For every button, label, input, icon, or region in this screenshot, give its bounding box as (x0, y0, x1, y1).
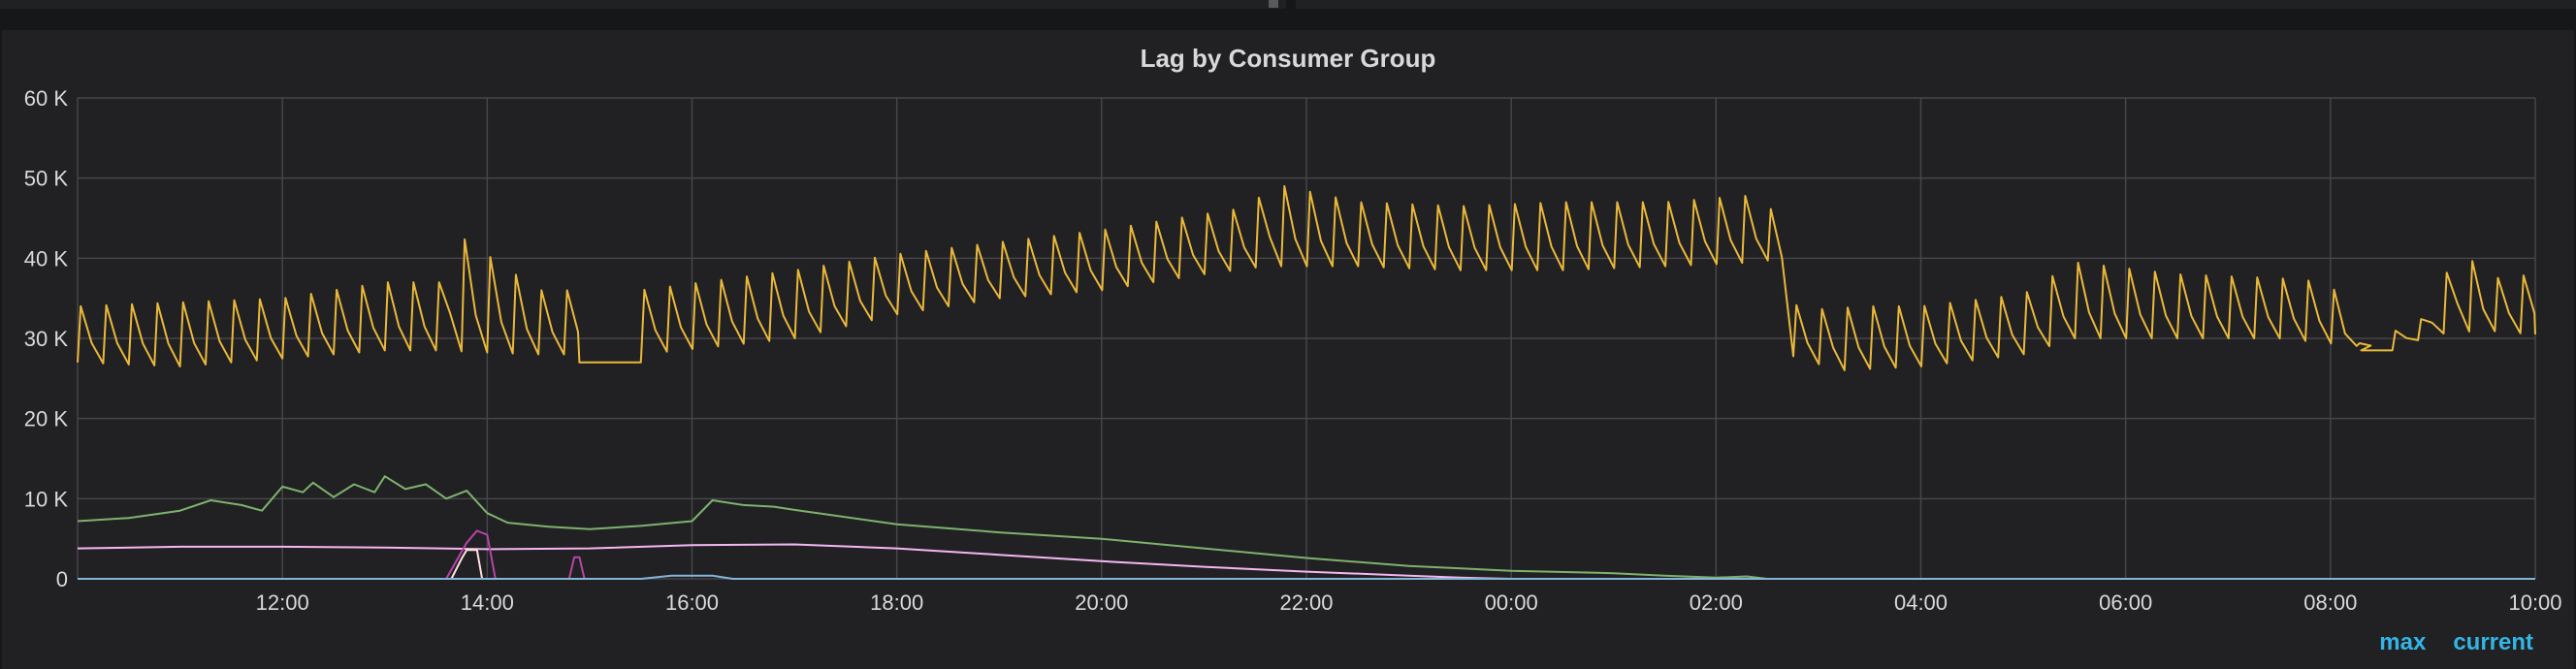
x-tick-label: 12:00 (256, 590, 309, 615)
resize-handle[interactable] (1269, 0, 1278, 8)
chart-grid (77, 97, 2536, 580)
x-tick-label: 20:00 (1075, 590, 1128, 615)
y-tick-label: 60 K (24, 86, 69, 111)
series-line-1[interactable] (77, 475, 2535, 580)
legend-header: max current (2379, 629, 2533, 656)
x-tick-label: 14:00 (461, 590, 514, 615)
x-tick-label: 06:00 (2099, 590, 2152, 615)
series-line-2[interactable] (77, 543, 2535, 580)
x-tick-label: 18:00 (870, 590, 923, 615)
x-tick-label: 22:00 (1279, 590, 1333, 615)
x-axis: 12:00 14:00 16:00 18:00 20:00 22:00 00:00 02:00… (256, 590, 2562, 615)
legend-column-current[interactable]: current (2453, 629, 2533, 655)
y-tick-label: 20 K (24, 407, 69, 431)
x-tick-label: 02:00 (1690, 590, 1743, 615)
series-line-3[interactable] (445, 529, 586, 580)
dashboard-top-strip (0, 0, 2576, 29)
series-line-0[interactable] (77, 185, 2536, 371)
y-tick-label: 40 K (24, 246, 69, 271)
legend-column-max[interactable]: max (2379, 629, 2427, 655)
y-tick-label: 10 K (24, 487, 69, 511)
x-tick-label: 04:00 (1894, 590, 1948, 615)
y-tick-label: 30 K (24, 327, 69, 351)
graph-panel: Lag by Consumer Group 0 10 K 20 K 30 K 40 K 5… (2, 30, 2574, 669)
series-line-5[interactable] (78, 574, 2535, 580)
x-tick-label: 08:00 (2303, 590, 2357, 615)
chart-series (77, 185, 2536, 580)
lag-chart: 0 10 K 20 K 30 K 40 K 50 K 60 K 12:00 14:00 16:0… (24, 86, 2562, 615)
series-line-4[interactable] (450, 549, 484, 580)
previous-panel-edge-left (0, 0, 1286, 9)
panel-title[interactable]: Lag by Consumer Group (1140, 44, 1436, 73)
x-tick-label: 16:00 (665, 590, 719, 615)
y-tick-label: 50 K (24, 167, 69, 191)
x-tick-label: 00:00 (1485, 590, 1538, 615)
x-tick-label: 10:00 (2508, 590, 2561, 615)
y-tick-label: 0 (56, 567, 68, 591)
previous-panel-edge-right (1296, 0, 2576, 9)
y-axis: 0 10 K 20 K 30 K 40 K 50 K 60 K (24, 86, 69, 591)
